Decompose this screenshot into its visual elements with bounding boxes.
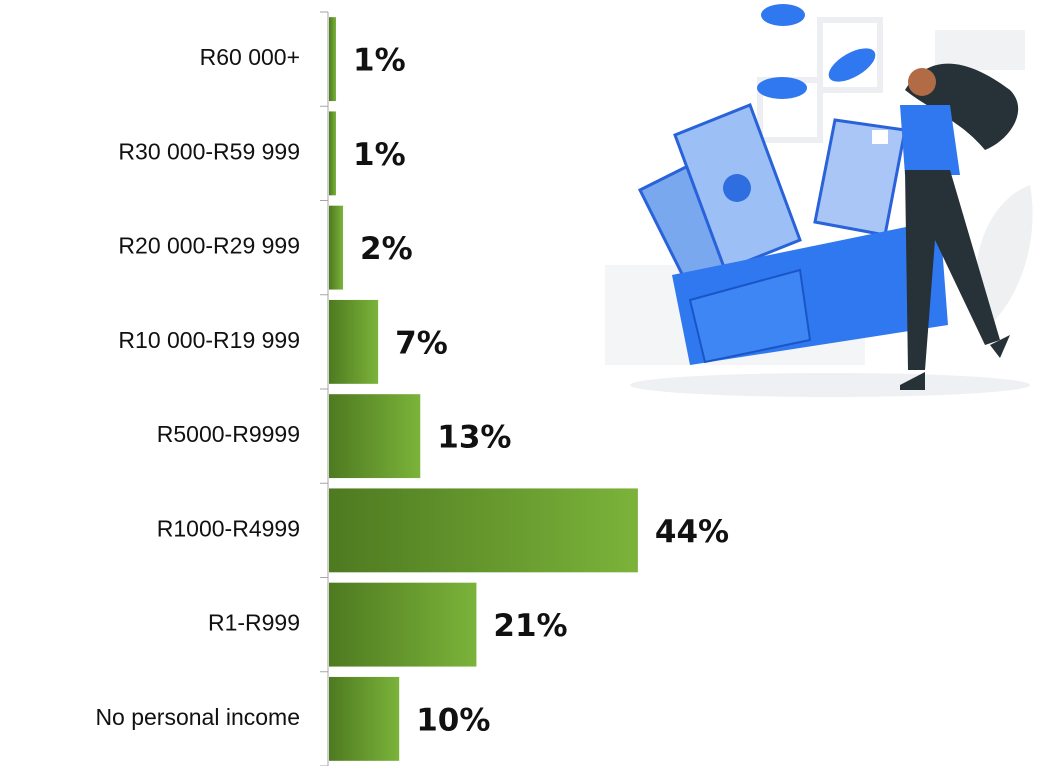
category-label: R10 000-R19 999 [118,327,300,353]
bar [329,394,421,479]
category-label: R60 000+ [200,44,300,70]
bar [329,17,337,102]
category-label: R20 000-R29 999 [118,233,300,259]
value-label: 21% [493,608,567,644]
bar [329,676,400,761]
value-label: 1% [353,137,406,173]
value-label: 13% [437,420,511,456]
category-label: R5000-R9999 [157,421,300,447]
bar [329,582,477,667]
value-label: 1% [353,43,406,79]
bar [329,111,337,196]
category-label: R30 000-R59 999 [118,138,300,164]
category-label: No personal income [95,704,300,730]
bar [329,205,344,290]
value-label: 2% [360,231,413,267]
bar [329,488,638,573]
plot-area: R60 000+ 1% R30 000-R59 999 1% R20 000-R29 9… [95,11,729,766]
category-label: R1-R999 [208,610,300,636]
value-label: 44% [655,514,729,550]
bar [329,299,379,384]
value-label: 10% [416,702,490,738]
illustration [605,4,1033,397]
category-label: R1000-R4999 [157,515,300,541]
value-label: 7% [395,325,448,361]
